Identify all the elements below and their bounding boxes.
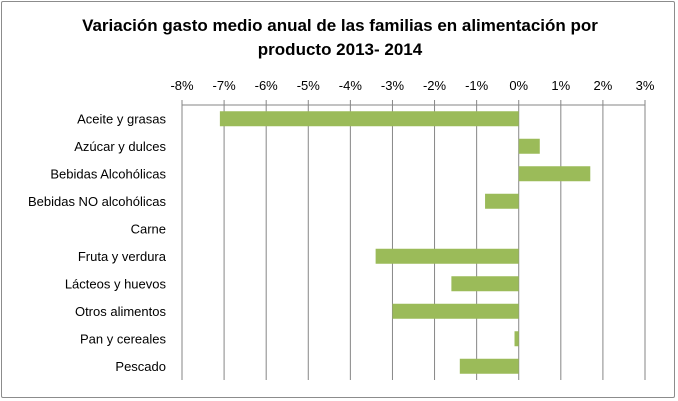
category-label: Bebidas NO alcohólicas <box>28 194 167 209</box>
bar <box>459 358 519 374</box>
x-tick-label: -5% <box>297 78 321 93</box>
category-label: Carne <box>131 221 166 236</box>
bar <box>518 138 540 154</box>
category-label: Azúcar y dulces <box>74 139 166 154</box>
x-tick-label: -8% <box>170 78 194 93</box>
bar <box>518 166 591 182</box>
category-label: Pan y cereales <box>80 331 166 346</box>
bar <box>514 331 519 347</box>
bar <box>219 111 519 127</box>
chart-title: Variación gasto medio anual de las famil… <box>82 16 598 59</box>
x-tick-label: -4% <box>339 78 363 93</box>
x-tick-label: -7% <box>213 78 237 93</box>
category-label: Aceite y grasas <box>77 111 166 126</box>
x-tick-label: 0% <box>509 78 528 93</box>
x-tick-label: 2% <box>594 78 613 93</box>
x-tick-label: -1% <box>465 78 489 93</box>
bar <box>485 193 519 209</box>
category-label: Lácteos y huevos <box>65 276 167 291</box>
category-label: Otros alimentos <box>75 304 167 319</box>
x-tick-label: 3% <box>636 78 655 93</box>
bar <box>375 248 519 264</box>
bar <box>392 303 519 319</box>
category-label: Fruta y verdura <box>78 249 167 264</box>
x-tick-label: -3% <box>381 78 405 93</box>
x-tick-label: -6% <box>255 78 279 93</box>
x-tick-label: 1% <box>551 78 570 93</box>
category-label: Bebidas Alcohólicas <box>50 166 166 181</box>
bar <box>451 276 519 292</box>
category-label: Pescado <box>115 359 166 374</box>
x-tick-label: -2% <box>423 78 447 93</box>
